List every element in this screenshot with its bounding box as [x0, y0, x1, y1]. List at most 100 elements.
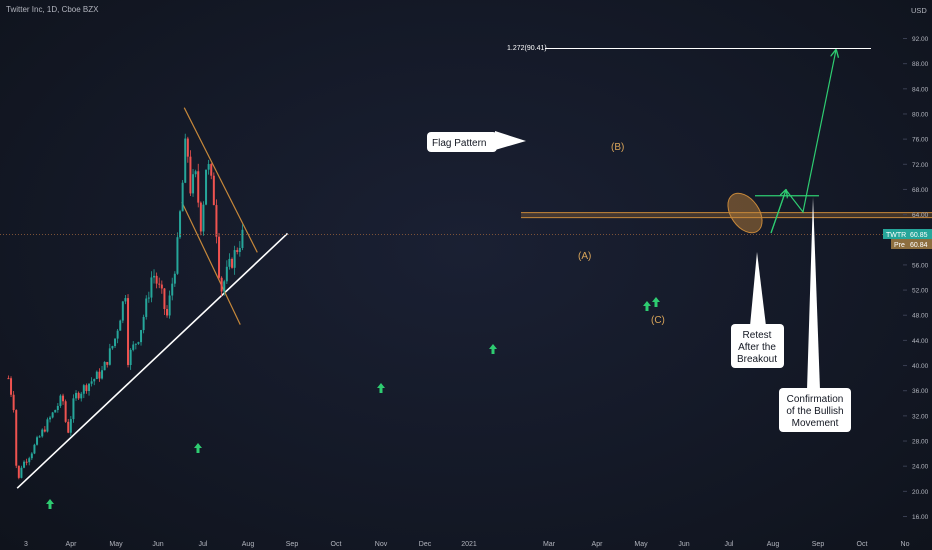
candle-body: [75, 392, 78, 399]
candle-body: [228, 258, 231, 267]
y-tick-label: 32.00: [912, 413, 929, 420]
candle-body: [173, 273, 176, 284]
candle-body: [33, 444, 36, 454]
candle-body: [116, 330, 119, 339]
candle-body: [132, 344, 135, 350]
x-tick-label: Jul: [199, 541, 208, 548]
y-tick-label: 92.00: [912, 36, 929, 43]
candle-body: [186, 138, 189, 157]
candle-body: [158, 283, 161, 285]
candle-body: [218, 236, 221, 278]
candle-body: [233, 250, 236, 268]
y-tick-label: 44.00: [912, 338, 929, 345]
candle-body: [189, 156, 192, 194]
last-price-symbol: TWTR: [886, 232, 906, 239]
retest-ellipse[interactable]: [721, 187, 769, 239]
candle-body: [38, 436, 41, 438]
fib-target-label: 1.272(90.41): [507, 45, 547, 52]
candle-body: [176, 237, 179, 274]
candle-body: [59, 395, 62, 406]
bounce-arrow-icon: [377, 383, 385, 393]
candle-body: [10, 378, 13, 395]
x-tick-label: Jul: [725, 541, 734, 548]
y-tick-label: 28.00: [912, 439, 929, 446]
y-tick-label: 72.00: [912, 162, 929, 169]
candle-body: [93, 379, 96, 382]
bounce-arrow-icon: [46, 499, 54, 509]
candle-body: [142, 316, 145, 331]
candle-body: [15, 410, 18, 466]
pre-price-tag[interactable]: Pre 60.84: [891, 239, 932, 249]
candle-body: [147, 297, 150, 299]
x-tick-label: Nov: [375, 541, 388, 548]
confirmation-callout[interactable]: Confirmation of the Bullish Movement: [779, 197, 851, 432]
wave-b-label: (B): [611, 142, 624, 153]
candle-body: [88, 383, 91, 392]
candle-body: [36, 437, 39, 445]
flag-pattern-text: Flag Pattern: [432, 138, 486, 149]
projection-arrow-head-1: [770, 190, 786, 234]
candle-body: [197, 171, 200, 203]
x-tick-label: 2021: [461, 541, 477, 548]
candle-body: [153, 275, 156, 278]
last-price-tag[interactable]: TWTR 60.85: [883, 229, 932, 239]
pre-price-label: Pre: [894, 242, 905, 249]
flag-lower-line[interactable]: [181, 201, 241, 325]
candle-body: [134, 343, 137, 345]
candle-body: [114, 338, 117, 347]
candle-body: [108, 348, 111, 365]
bounce-arrow-icon: [194, 443, 202, 453]
candle-body: [111, 346, 114, 349]
candle-body: [179, 211, 182, 238]
bounce-arrow-icon: [489, 344, 497, 354]
candle-body: [137, 342, 140, 344]
candle-body: [20, 467, 23, 478]
candle-body: [43, 429, 46, 432]
support-trendline[interactable]: [16, 232, 289, 489]
y-tick-label: 64.00: [912, 212, 929, 219]
candle-body: [80, 393, 83, 399]
y-tick-label: 40.00: [912, 363, 929, 370]
candle-body: [85, 385, 88, 392]
candle-body: [41, 429, 44, 437]
x-tick-label: Jun: [678, 541, 689, 548]
candle-body: [62, 395, 65, 402]
x-tick-label: May: [109, 541, 123, 548]
candle-body: [212, 175, 215, 206]
candle-body: [210, 164, 213, 176]
candle-body: [119, 320, 122, 331]
retest-line-3: Breakout: [737, 354, 777, 365]
last-price-value: 60.85: [910, 232, 928, 239]
x-tick-label: Apr: [66, 541, 78, 548]
symbol-title: Twitter Inc, 1D, Cboe BZX: [6, 5, 99, 14]
retest-line-2: After the: [738, 342, 776, 353]
candle-body: [231, 258, 234, 268]
flag-upper-line[interactable]: [183, 107, 258, 253]
y-tick-label: 80.00: [912, 111, 929, 118]
candle-body: [72, 398, 75, 420]
y-tick-label: 24.00: [912, 464, 929, 471]
x-tick-label: Sep: [812, 541, 825, 548]
candle-body: [17, 465, 20, 478]
x-tick-label: Oct: [331, 541, 342, 548]
candle-body: [155, 275, 158, 284]
y-tick-label: 36.00: [912, 388, 929, 395]
y-tick-label: 20.00: [912, 489, 929, 496]
resistance-zone[interactable]: [521, 212, 932, 218]
candle-body: [30, 453, 33, 459]
price-axis[interactable]: 92.00 88.00 84.00 80.00 76.00 72.00 68.00 64.00…: [903, 36, 929, 521]
candle-body: [194, 171, 197, 175]
retest-callout[interactable]: Retest After the Breakout: [731, 252, 784, 368]
flag-pattern-callout[interactable]: Flag Pattern: [427, 131, 526, 152]
candle-body: [150, 277, 153, 298]
candle-body: [205, 169, 208, 205]
bounce-arrow-icon: [652, 297, 660, 307]
confirmation-line-2: of the Bullish: [786, 406, 843, 417]
candle-body: [145, 298, 148, 317]
candle-body: [127, 298, 130, 366]
candle-body: [236, 250, 239, 252]
candle-body: [163, 288, 166, 310]
time-axis[interactable]: 3 Apr May Jun Jul Aug Sep Oct Nov Dec 2021 Mar Apr Ma…: [24, 541, 910, 548]
